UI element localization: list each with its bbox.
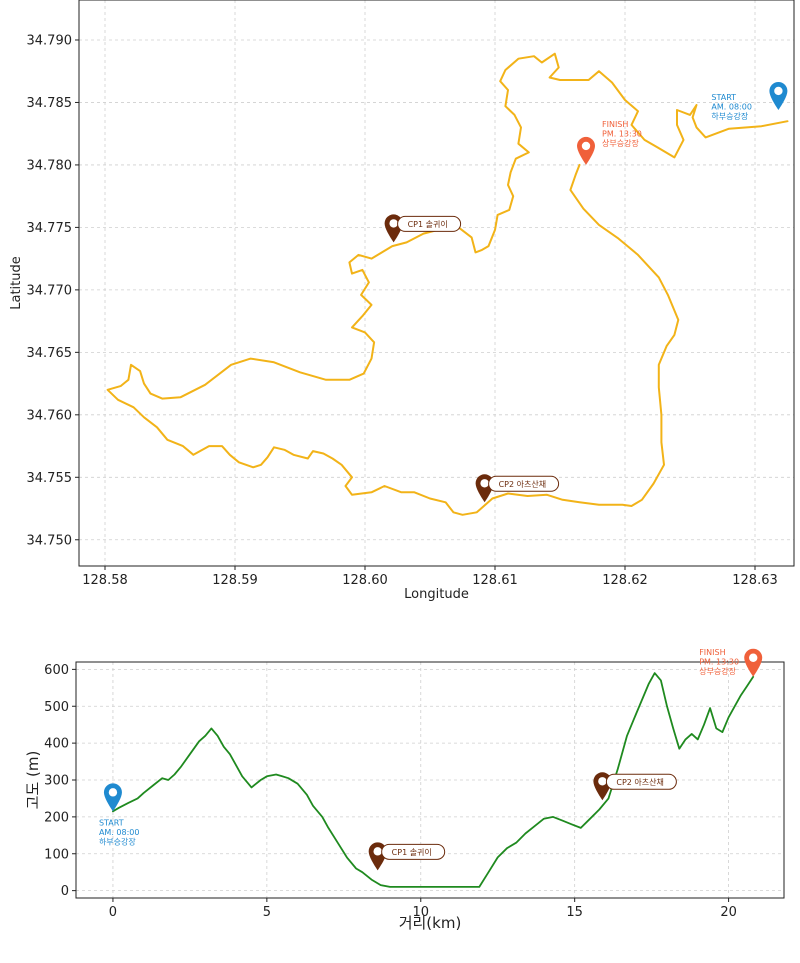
start-pin-icon — [769, 81, 788, 110]
finish-label-line: FINISH — [699, 648, 725, 657]
finish-pin-icon-hole — [749, 653, 758, 662]
x-tick-label: 10 — [412, 905, 429, 920]
start-pin-icon-hole — [108, 788, 118, 797]
checkpoint-label-box — [397, 215, 462, 232]
checkpoint-marker: CP1 솔귀이 — [384, 214, 462, 243]
checkpoint-marker: CP1 솔귀이 — [368, 842, 446, 871]
y-tick-label: 34.755 — [27, 471, 73, 486]
checkpoint-marker: CP2 아츠산채 — [593, 772, 677, 801]
start-label-line: AM. 08:00 — [99, 828, 140, 837]
route-map-chart: 128.58 128.59 128.60 128.61 128.62 128.63 34.7… — [9, 0, 795, 602]
x-tick-label: 15 — [566, 905, 583, 920]
start-label-line: 하부승강장 — [711, 111, 748, 121]
axis-ticks: 128.58 128.59 128.60 128.61 128.62 128.63 34.7… — [27, 33, 778, 588]
x-tick-label: 5 — [263, 905, 271, 920]
x-tick-label: 128.63 — [732, 573, 778, 588]
y-axis-label: 고도 (m) — [24, 751, 42, 810]
start-pin-icon-hole — [774, 86, 783, 96]
x-tick-label: 0 — [109, 905, 117, 920]
checkpoint-pin-icon-hole — [480, 479, 489, 488]
route-line — [106, 52, 789, 516]
finish-label-line: FINISH — [602, 120, 628, 129]
start-label-line: START — [711, 93, 736, 102]
checkpoint-pin-icon-hole — [598, 777, 607, 786]
x-tick-label: 128.62 — [602, 573, 648, 588]
y-tick-label: 600 — [44, 663, 69, 678]
elevation-line — [112, 672, 755, 888]
checkpoint-marker: CP2 아츠산채 — [475, 474, 560, 503]
checkpoint-label-box — [381, 843, 446, 860]
x-tick-label: 128.59 — [212, 573, 258, 588]
checkpoint-pin-icon-hole — [389, 219, 398, 228]
finish-label-line: 상부승강장 — [699, 666, 736, 676]
checkpoint-label-box — [488, 475, 560, 492]
finish-label-line: PM. 13:30 — [602, 129, 642, 138]
x-tick-label: 128.60 — [342, 573, 388, 588]
checkpoint-label: CP1 솔귀이 — [392, 847, 432, 857]
y-tick-label: 400 — [44, 737, 69, 752]
checkpoint-label: CP2 아츠산채 — [616, 777, 663, 787]
x-tick-label: 20 — [720, 905, 737, 920]
grid-lines — [76, 662, 784, 898]
x-tick-label: 128.61 — [472, 573, 518, 588]
start-pin-icon — [103, 783, 122, 812]
y-axis-label: Latitude — [9, 256, 24, 310]
y-tick-label: 100 — [44, 847, 69, 862]
y-tick-label: 34.775 — [27, 221, 73, 236]
grid-lines — [79, 0, 794, 566]
y-tick-label: 500 — [44, 700, 69, 715]
y-tick-label: 200 — [44, 810, 69, 825]
y-tick-label: 34.770 — [27, 283, 73, 298]
plot-frame — [78, 0, 795, 567]
checkpoint-pin-icon-hole — [373, 847, 382, 856]
finish-pin-icon-hole — [581, 141, 591, 151]
y-tick-label: 34.765 — [27, 346, 73, 361]
y-tick-label: 34.760 — [27, 408, 73, 423]
x-axis-label: Longitude — [404, 587, 469, 602]
checkpoint-label-box — [605, 773, 677, 790]
finish-label-line: PM. 13:30 — [699, 657, 739, 666]
y-tick-label: 34.780 — [27, 158, 73, 173]
finish-label-line: 상부승강장 — [602, 138, 639, 148]
y-tick-label: 34.785 — [27, 96, 73, 111]
start-label-line: START — [99, 818, 124, 827]
y-tick-label: 34.750 — [27, 533, 73, 548]
finish-pin-icon — [577, 136, 595, 165]
start-label-line: 하부승강장 — [99, 836, 136, 846]
checkpoint-label: CP1 솔귀이 — [408, 219, 448, 229]
x-axis-label: 거리(km) — [399, 914, 462, 932]
start-label-line: AM. 08:00 — [711, 102, 752, 111]
x-tick-label: 128.58 — [82, 573, 128, 588]
finish-pin-icon — [744, 648, 763, 677]
y-tick-label: 300 — [44, 774, 69, 789]
y-tick-label: 34.790 — [27, 33, 73, 48]
y-tick-label: 0 — [61, 884, 69, 899]
checkpoint-label: CP2 아츠산채 — [499, 479, 546, 489]
